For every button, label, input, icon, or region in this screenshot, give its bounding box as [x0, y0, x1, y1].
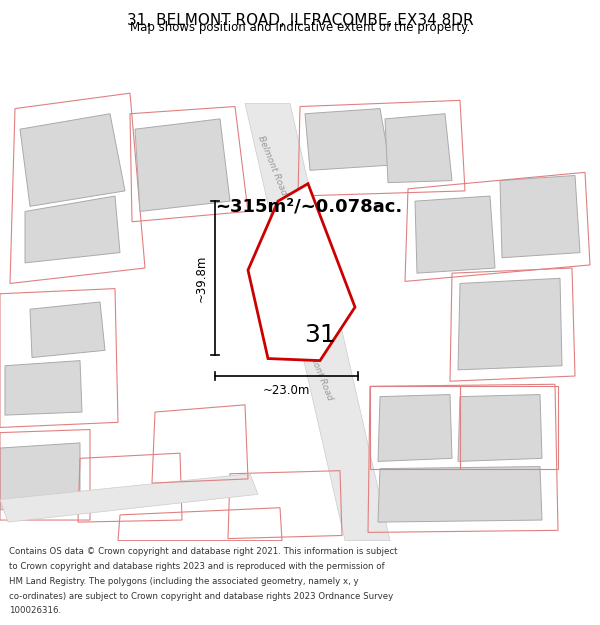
Text: ~39.8m: ~39.8m — [194, 254, 208, 302]
Polygon shape — [305, 109, 390, 170]
Polygon shape — [20, 114, 125, 206]
Text: 31: 31 — [304, 323, 336, 347]
Polygon shape — [5, 361, 82, 415]
Text: ~23.0m: ~23.0m — [263, 384, 310, 397]
Polygon shape — [0, 474, 258, 522]
Polygon shape — [25, 196, 120, 263]
Polygon shape — [385, 114, 452, 182]
Text: Contains OS data © Crown copyright and database right 2021. This information is : Contains OS data © Crown copyright and d… — [9, 548, 398, 556]
Polygon shape — [458, 394, 542, 461]
Text: 31, BELMONT ROAD, ILFRACOMBE, EX34 8DR: 31, BELMONT ROAD, ILFRACOMBE, EX34 8DR — [127, 13, 473, 28]
Text: Belmont Road: Belmont Road — [302, 340, 334, 402]
Text: HM Land Registry. The polygons (including the associated geometry, namely x, y: HM Land Registry. The polygons (includin… — [9, 577, 359, 586]
Polygon shape — [30, 302, 105, 358]
Text: co-ordinates) are subject to Crown copyright and database rights 2023 Ordnance S: co-ordinates) are subject to Crown copyr… — [9, 592, 393, 601]
Text: ~315m²/~0.078ac.: ~315m²/~0.078ac. — [215, 198, 402, 216]
Polygon shape — [0, 443, 80, 510]
Polygon shape — [248, 184, 355, 361]
Polygon shape — [378, 466, 542, 522]
Text: Map shows position and indicative extent of the property.: Map shows position and indicative extent… — [130, 21, 470, 34]
Polygon shape — [135, 119, 230, 211]
Text: Belmont Road: Belmont Road — [256, 134, 288, 196]
Polygon shape — [500, 176, 580, 258]
Polygon shape — [415, 196, 495, 273]
Text: 100026316.: 100026316. — [9, 606, 61, 616]
Polygon shape — [378, 394, 452, 461]
Polygon shape — [458, 278, 562, 370]
Text: to Crown copyright and database rights 2023 and is reproduced with the permissio: to Crown copyright and database rights 2… — [9, 562, 385, 571]
Polygon shape — [245, 104, 390, 541]
